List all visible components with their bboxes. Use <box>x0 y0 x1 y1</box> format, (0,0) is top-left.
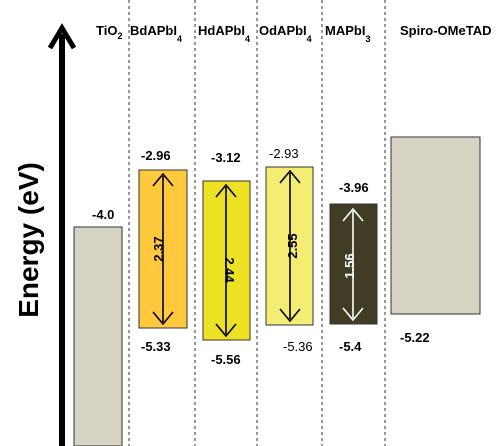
gap-arrow-head-down <box>279 308 301 323</box>
header-hdapbi4: HdAPbI4 <box>198 23 250 44</box>
gap-arrow-head-down <box>152 311 174 326</box>
gap-arrow-head-up <box>152 172 174 187</box>
gap-label: 2.55 <box>285 233 300 258</box>
homo-label: -5.36 <box>283 339 313 354</box>
header-tio2: TiO2 <box>96 23 122 41</box>
lumo-label: -2.96 <box>141 148 171 163</box>
column-separators <box>128 0 386 446</box>
header-odapbi4: OdAPbI4 <box>259 23 312 44</box>
band-spiro: -5.22 <box>390 136 481 345</box>
axis-arrowhead <box>47 23 77 50</box>
gap-arrow-head-up <box>342 207 364 222</box>
gap-label: 1.56 <box>342 253 357 278</box>
gap-label: 2.37 <box>151 236 166 261</box>
gap-arrow-head-up <box>279 169 301 184</box>
band-block <box>73 226 123 446</box>
gap-arrow-head-down <box>215 323 237 338</box>
header-bdapbi4: BdAPbI4 <box>130 23 182 44</box>
homo-label: -5.56 <box>211 352 241 367</box>
header-mapbi3: MAPbI3 <box>325 23 370 44</box>
energy-axis <box>47 23 77 446</box>
band-bdapbi4: 2.37 -2.96 -5.33 <box>138 148 188 354</box>
band-block <box>390 136 481 315</box>
gap-label: 2.44 <box>222 257 237 283</box>
band-mapbi3: 1.56 -3.96 -5.4 <box>329 180 378 354</box>
gap-arrow-head-down <box>342 307 364 322</box>
lumo-label: -2.93 <box>269 146 299 161</box>
material-headers: TiO2 BdAPbI4 HdAPbI4 OdAPbI4 MAPbI3 Spir… <box>96 23 491 44</box>
lumo-label: -3.96 <box>339 180 369 195</box>
band-odapbi4: 2.55 -2.93 -5.36 <box>265 146 314 354</box>
homo-label: -5.33 <box>141 339 171 354</box>
homo-label: -5.22 <box>400 330 430 345</box>
energy-axis-label: Energy (eV) <box>13 162 44 318</box>
gap-arrow-head-up <box>215 183 237 198</box>
header-spiro: Spiro-OMeTAD <box>400 23 491 38</box>
band-tio2: -4.0 <box>73 207 123 446</box>
homo-label: -5.4 <box>339 339 362 354</box>
band-hdapbi4: 2.44 -3.12 -5.56 <box>202 150 251 367</box>
lumo-label: -3.12 <box>211 150 241 165</box>
lumo-label: -4.0 <box>92 207 114 222</box>
